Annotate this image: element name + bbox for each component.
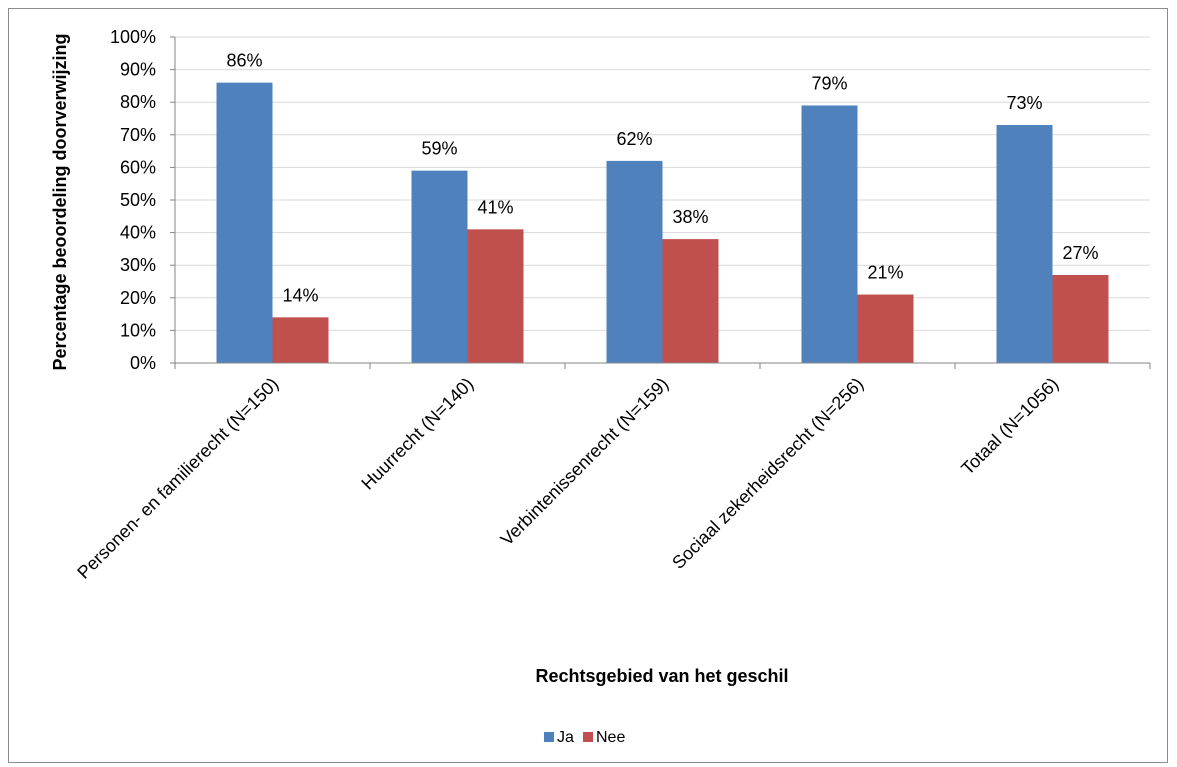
y-tick-label: 100% [110, 27, 156, 47]
y-tick-label: 90% [120, 60, 156, 80]
bars [216, 82, 1109, 364]
bar-nee [1052, 274, 1109, 363]
bar-ja [801, 105, 858, 364]
y-tick-label: 70% [120, 125, 156, 145]
y-tick-label: 60% [120, 157, 156, 177]
bar-nee [857, 294, 914, 363]
legend-label-nee: Nee [596, 729, 625, 746]
data-label: 79% [811, 73, 847, 93]
y-tick-label: 50% [120, 190, 156, 210]
bar-ja [996, 125, 1053, 364]
y-axis-title: Percentage beoordeling doorverwijzing [50, 33, 70, 370]
y-tick-label: 30% [120, 255, 156, 275]
data-label: 59% [421, 139, 457, 159]
chart-frame [8, 8, 1168, 763]
data-label: 38% [672, 207, 708, 227]
bar-nee [467, 229, 524, 363]
x-tick-label: Sociaal zekerheidsrecht (N=256) [668, 374, 867, 573]
data-label: 41% [477, 197, 513, 217]
bar-ja [216, 82, 273, 363]
data-label: 21% [867, 263, 903, 283]
legend: Ja Nee [544, 729, 625, 746]
axes [174, 37, 1151, 369]
bar-nee [272, 317, 329, 363]
data-label: 14% [282, 285, 318, 305]
data-label: 86% [226, 51, 262, 71]
x-tick-label: Personen- en familierecht (N=150) [73, 374, 282, 583]
data-label: 73% [1006, 93, 1042, 113]
legend-swatch-nee [583, 732, 593, 742]
y-tick-label: 10% [120, 320, 156, 340]
data-label: 27% [1062, 243, 1098, 263]
legend-label-ja: Ja [557, 729, 574, 746]
x-tick-labels: Personen- en familierecht (N=150) Huurrec… [73, 374, 1062, 583]
data-label: 62% [616, 129, 652, 149]
y-tick-label: 80% [120, 92, 156, 112]
bar-ja [411, 170, 468, 363]
bar-ja [606, 160, 663, 363]
y-tick-label: 0% [130, 353, 156, 373]
x-tick-label: Huurrecht (N=140) [357, 374, 477, 494]
bar-nee [662, 239, 719, 363]
x-tick-label: Verbintenissenrecht (N=159) [497, 374, 673, 550]
y-tick-label: 40% [120, 223, 156, 243]
x-tick-label: Totaal (N=1056) [957, 374, 1062, 479]
x-axis-title: Rechtsgebied van het geschil [535, 666, 788, 686]
y-tick-labels: 0% 10% 20% 30% 40% 50% 60% 70% 80% 90% 100% [110, 27, 156, 373]
data-labels: 86% 14% 59% 41% 62% 38% 79% 21% 73% 27% [226, 51, 1098, 306]
y-tick-label: 20% [120, 288, 156, 308]
legend-swatch-ja [544, 732, 554, 742]
